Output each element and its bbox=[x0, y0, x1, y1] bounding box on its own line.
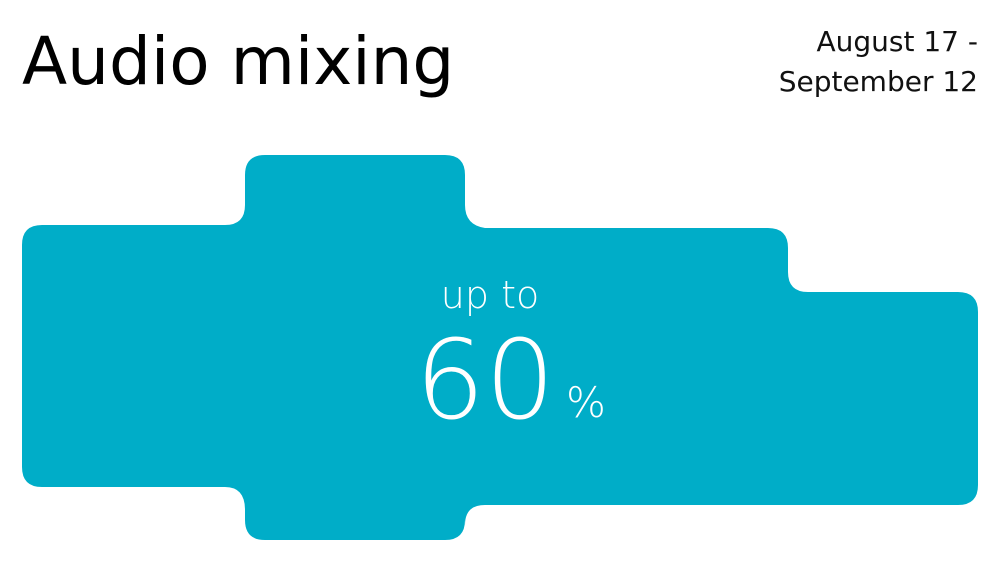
discount-prefix: up to bbox=[440, 273, 540, 317]
date-range-end: September 12 bbox=[778, 65, 978, 98]
discount-unit: % bbox=[566, 378, 606, 427]
banner-title: Audio mixing bbox=[22, 23, 455, 100]
date-range: August 17 - September 12 bbox=[779, 22, 978, 102]
date-range-start: August 17 - bbox=[816, 25, 978, 58]
discount-value: 60 bbox=[415, 316, 555, 444]
discount-blob bbox=[22, 155, 978, 540]
